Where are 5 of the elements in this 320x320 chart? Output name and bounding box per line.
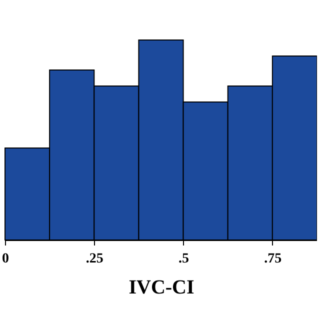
- x-tick-label: .5: [178, 252, 190, 266]
- x-axis-title: IVC-CI: [128, 276, 194, 298]
- x-tick-label: 0: [2, 252, 9, 266]
- x-tick-label: .75: [264, 252, 282, 266]
- x-tick-label: .25: [86, 252, 104, 266]
